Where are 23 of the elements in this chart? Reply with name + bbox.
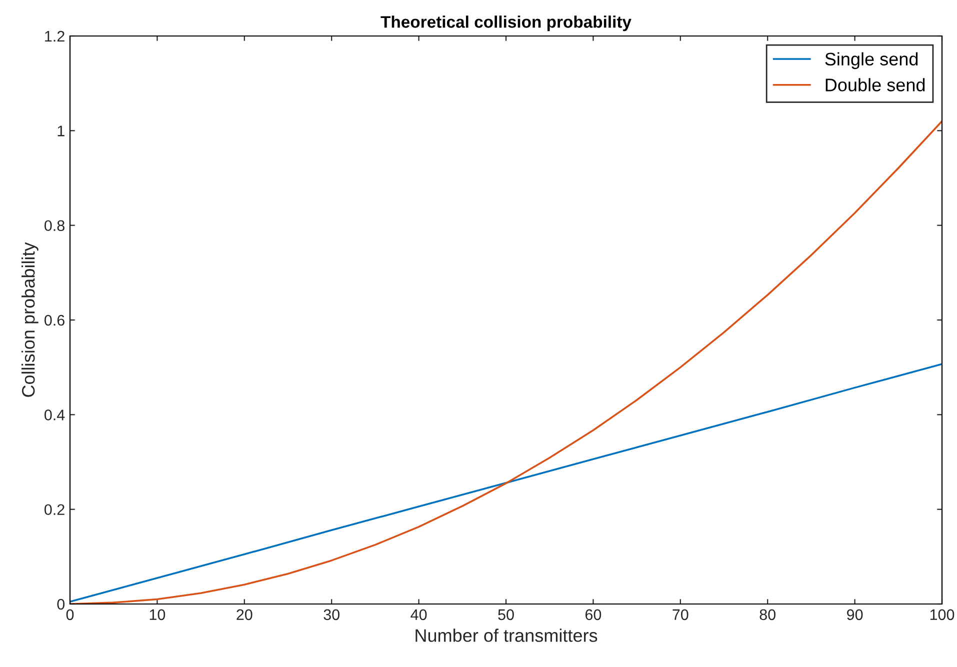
y-tick-label: 1.2 [45, 30, 64, 42]
x-tick-label: 50 [498, 609, 514, 620]
y-tick-label: 0.2 [44, 504, 64, 516]
x-tick-label: 20 [236, 609, 252, 620]
y-tick-label: 0 [57, 598, 65, 610]
x-tick-label: 60 [585, 609, 602, 620]
x-tick-label: 10 [150, 609, 166, 620]
x-tick-label: 100 [930, 609, 954, 620]
y-tick-label: 0.4 [44, 410, 65, 420]
x-tick-label: 30 [324, 609, 340, 620]
x-axis-title: Number of transmitters [416, 628, 598, 642]
x-tick-label: 0 [66, 609, 74, 620]
x-tick-label: 70 [672, 609, 688, 620]
x-tick-label: 40 [410, 609, 427, 620]
legend-label: Double send [826, 78, 925, 92]
y-axis-title: Collision probability [22, 242, 38, 397]
x-tick-label: 90 [847, 609, 863, 620]
y-tick-label: 0.6 [44, 314, 64, 326]
legend-label: Single send [825, 52, 918, 70]
y-tick-label: 0.8 [44, 220, 64, 232]
x-tick-label: 80 [760, 609, 776, 620]
y-tick-label: 1 [58, 126, 64, 136]
chart-title: Theoretical collision probability [380, 16, 632, 32]
